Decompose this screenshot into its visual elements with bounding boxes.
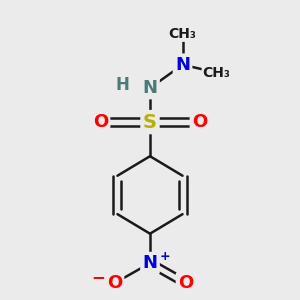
Text: H: H — [115, 76, 129, 94]
Text: O: O — [192, 113, 207, 131]
Text: +: + — [160, 250, 170, 263]
Text: O: O — [107, 274, 122, 292]
Text: −: − — [91, 268, 105, 286]
Text: N: N — [142, 254, 158, 272]
Text: O: O — [178, 274, 193, 292]
Text: S: S — [143, 112, 157, 132]
Text: CH₃: CH₃ — [203, 65, 231, 80]
Text: N: N — [175, 56, 190, 74]
Text: N: N — [142, 79, 158, 97]
Text: CH₃: CH₃ — [169, 27, 196, 41]
Text: O: O — [93, 113, 108, 131]
